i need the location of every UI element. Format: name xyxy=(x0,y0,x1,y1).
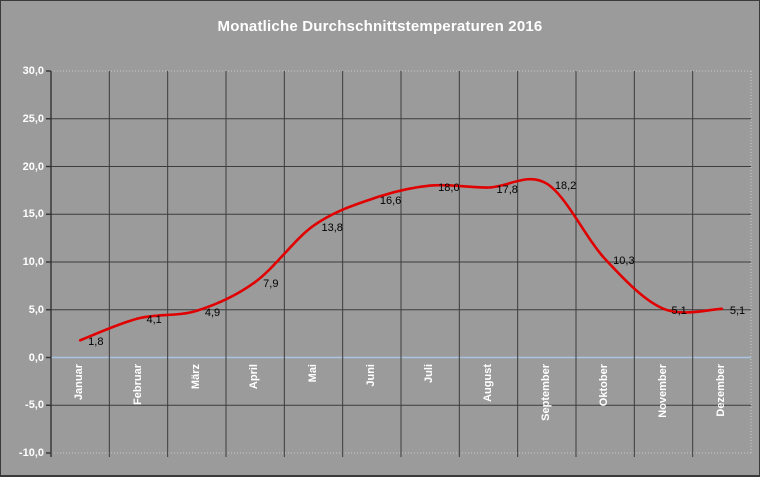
data-label: 4,9 xyxy=(204,306,221,319)
temperature-line xyxy=(78,178,724,342)
data-label: 18,0 xyxy=(438,181,460,194)
data-label: 1,8 xyxy=(88,336,104,349)
y-tick-label: 5,0 xyxy=(28,303,44,316)
month-label: November xyxy=(656,363,669,418)
month-label: Mai xyxy=(306,363,319,382)
data-label: 7,9 xyxy=(263,278,279,291)
month-label: Februar xyxy=(131,363,144,405)
chart-title: Monatliche Durchschnittstemperaturen 201… xyxy=(217,18,543,35)
y-tick-label: 15,0 xyxy=(22,208,44,221)
y-tick-label: 10,0 xyxy=(22,256,44,268)
data-label: 5,1 xyxy=(671,304,687,317)
data-label: 4,1 xyxy=(146,314,162,327)
month-label: März xyxy=(189,363,202,389)
month-label: Oktober xyxy=(598,363,611,406)
month-label: April xyxy=(248,363,261,389)
y-tick-label: 30,0 xyxy=(22,65,44,77)
data-label: 13,8 xyxy=(321,221,343,234)
data-label: 16,6 xyxy=(379,194,402,207)
month-label: Juni xyxy=(364,363,377,387)
y-tick-label: -5,0 xyxy=(25,399,44,412)
y-tick-label: 20,0 xyxy=(22,160,44,173)
month-label: August xyxy=(481,363,494,402)
month-label: September xyxy=(539,363,552,421)
data-label: 17,8 xyxy=(496,183,518,196)
data-label: 10,3 xyxy=(613,255,635,268)
data-label: 5,1 xyxy=(729,304,746,317)
month-label: Dezember xyxy=(714,363,727,417)
data-label: 18,2 xyxy=(554,179,577,192)
y-tick-label: -10,0 xyxy=(18,447,44,459)
month-label: Januar xyxy=(73,363,86,400)
y-tick-label: 25,0 xyxy=(22,112,44,125)
month-label: Juli xyxy=(423,363,436,383)
y-tick-label: 0,0 xyxy=(28,351,44,364)
